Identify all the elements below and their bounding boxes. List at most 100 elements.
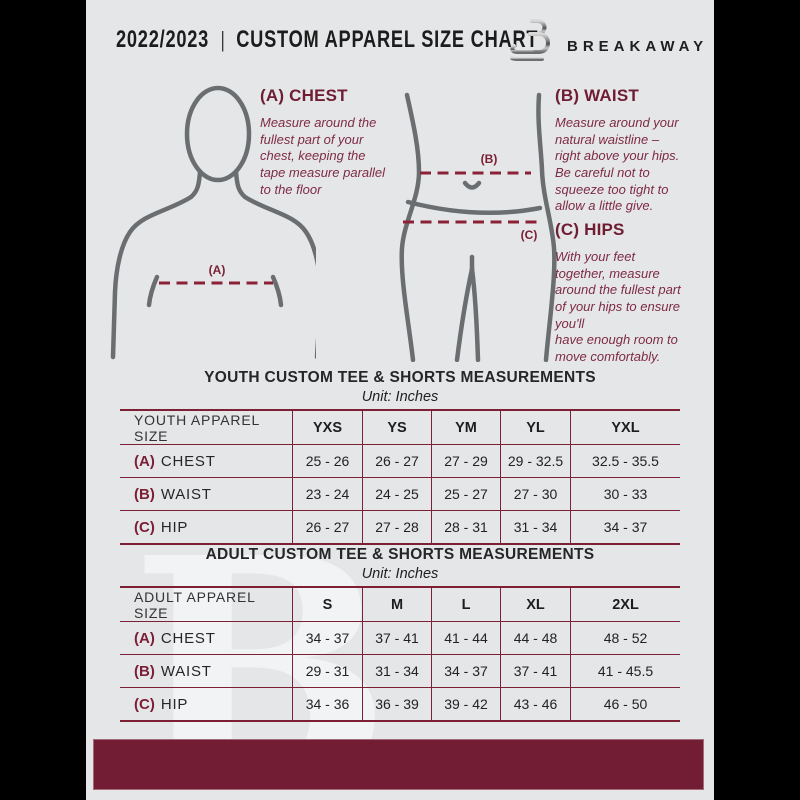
column-header: ADULT APPAREL SIZE (134, 588, 256, 621)
table-cell: 34 - 37 (431, 655, 500, 688)
column-header: S (322, 596, 333, 613)
row-name: CHEST (160, 452, 216, 470)
table-cell: 48 - 52 (570, 622, 680, 655)
row-prefix: (C) (134, 695, 155, 713)
adult-header-cell: 2XL (570, 588, 680, 622)
row-prefix: (A) (134, 629, 155, 647)
row-label-cell: (C) HIP (120, 511, 292, 543)
row-prefix: (B) (134, 485, 155, 503)
adult-header-cell: S (292, 588, 362, 622)
row-label-cell: (C) HIP (120, 688, 292, 720)
table-cell: 37 - 41 (362, 622, 431, 655)
table-cell: 28 - 31 (431, 511, 500, 543)
table-cell: 26 - 27 (292, 511, 362, 543)
youth-header-label-cell: YOUTH APPAREL SIZE (120, 411, 292, 445)
waist-guide-body: Measure around your natural waistline – … (555, 115, 680, 214)
chest-figure-graphic (110, 85, 316, 360)
breakaway-b-logo-icon (510, 19, 550, 61)
table-cell: 23 - 24 (292, 478, 362, 511)
column-header: YM (455, 419, 477, 436)
row-name: CHEST (160, 629, 216, 647)
table-cell: 39 - 42 (431, 688, 500, 720)
table-cell: 29 - 31 (292, 655, 362, 688)
row-prefix: (B) (134, 662, 155, 680)
table-cell: 36 - 39 (362, 688, 431, 720)
size-chart-page: 2022/2023 | CUSTOM APPAREL SIZE CHART (86, 0, 714, 800)
adult-header-cell: XL (500, 588, 570, 622)
adult-size-table: ADULT APPAREL SIZE S M L XL 2XL (A) CHEST… (120, 586, 680, 722)
row-label-cell: (B) WAIST (120, 478, 292, 511)
hips-marker-label: (C) (520, 228, 538, 242)
table-cell: 29 - 32.5 (500, 445, 570, 478)
adult-table-title: ADULT CUSTOM TEE & SHORTS MEASUREMENTS (205, 546, 595, 563)
column-header: M (390, 596, 404, 613)
table-cell: 27 - 29 (431, 445, 500, 478)
table-cell: 34 - 37 (570, 511, 680, 543)
waist-guide-heading: (B) WAIST (555, 86, 639, 105)
page-title: CUSTOM APPAREL SIZE CHART (236, 26, 539, 53)
hips-guide-body: With your feet together, measure around … (555, 249, 681, 364)
table-cell: 26 - 27 (362, 445, 431, 478)
table-cell: 27 - 30 (500, 478, 570, 511)
youth-header-cell: YL (500, 411, 570, 445)
row-name: HIP (160, 518, 189, 536)
chest-guide-heading: (A) CHEST (260, 86, 348, 105)
table-cell: 32.5 - 35.5 (570, 445, 680, 478)
table-cell: 41 - 45.5 (570, 655, 680, 688)
brand-lockup: BREAKAWAY (505, 14, 708, 64)
table-cell: 31 - 34 (500, 511, 570, 543)
youth-header-cell: YXS (292, 411, 362, 445)
youth-unit-label: Unit: Inches (361, 389, 439, 405)
table-cell: 30 - 33 (570, 478, 680, 511)
table-cell: 27 - 28 (362, 511, 431, 543)
table-cell: 25 - 26 (292, 445, 362, 478)
adult-header-label-cell: ADULT APPAREL SIZE (120, 588, 292, 622)
column-header: YS (387, 419, 407, 436)
youth-table-title: YOUTH CUSTOM TEE & SHORTS MEASUREMENTS (204, 369, 596, 386)
waist-marker-label: (B) (480, 152, 498, 166)
table-cell: 31 - 34 (362, 655, 431, 688)
column-header: YL (526, 419, 545, 436)
adult-unit-label: Unit: Inches (361, 566, 439, 582)
footer-accent-bar (93, 739, 704, 790)
title-separator: | (220, 27, 225, 52)
document-title: 2022/2023 | CUSTOM APPAREL SIZE CHART (116, 26, 538, 54)
youth-header-cell: YM (431, 411, 500, 445)
table-cell: 25 - 27 (431, 478, 500, 511)
brand-name: BREAKAWAY (567, 37, 709, 55)
hips-guide-heading: (C) HIPS (555, 220, 625, 239)
column-header: L (461, 596, 471, 613)
table-cell: 24 - 25 (362, 478, 431, 511)
hips-guide-block: (C) HIPS With your feet together, measur… (555, 220, 714, 365)
table-cell: 44 - 48 (500, 622, 570, 655)
chest-guide-block: (A) CHEST Measure around the fullest par… (260, 86, 398, 198)
row-name: WAIST (160, 662, 212, 680)
season-label: 2022/2023 (116, 26, 210, 53)
row-name: HIP (160, 695, 189, 713)
youth-header-cell: YXL (570, 411, 680, 445)
waist-hips-figure-graphic (399, 92, 557, 362)
table-cell: 41 - 44 (431, 622, 500, 655)
chest-guide-body: Measure around the fullest part of your … (260, 115, 386, 197)
adult-header-cell: L (431, 588, 500, 622)
column-header: 2XL (612, 596, 639, 613)
column-header: YOUTH APPAREL SIZE (134, 411, 260, 444)
youth-header-cell: YS (362, 411, 431, 445)
table-cell: 46 - 50 (570, 688, 680, 720)
column-header: YXL (611, 419, 640, 436)
table-cell: 34 - 36 (292, 688, 362, 720)
table-cell: 37 - 41 (500, 655, 570, 688)
adult-header-cell: M (362, 588, 431, 622)
column-header: XL (526, 596, 545, 613)
row-label-cell: (A) CHEST (120, 445, 292, 478)
table-cell: 34 - 37 (292, 622, 362, 655)
row-label-cell: (B) WAIST (120, 655, 292, 688)
youth-size-table: YOUTH APPAREL SIZE YXS YS YM YL YXL (A) C… (120, 409, 680, 545)
column-header: YXS (312, 419, 342, 436)
waist-guide-block: (B) WAIST Measure around your natural wa… (555, 86, 710, 215)
table-cell: 43 - 46 (500, 688, 570, 720)
row-label-cell: (A) CHEST (120, 622, 292, 655)
row-prefix: (A) (134, 452, 155, 470)
row-name: WAIST (160, 485, 212, 503)
